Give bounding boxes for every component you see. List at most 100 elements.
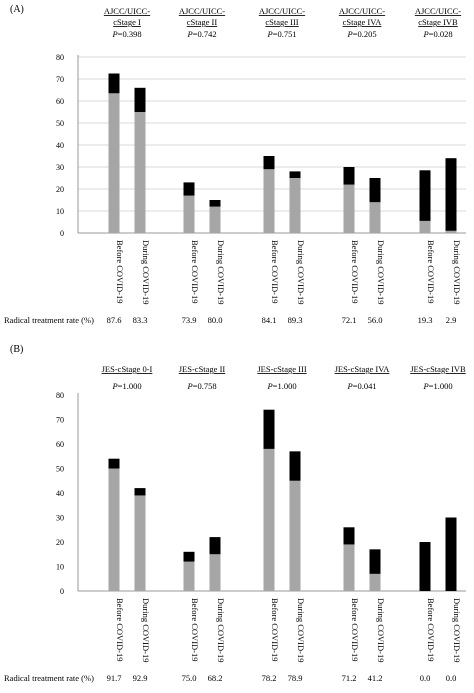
bar-radical — [445, 230, 457, 233]
y-tick-label: 70 — [56, 75, 64, 84]
rate-value: 71.2 — [342, 673, 357, 683]
bar-radical — [209, 206, 221, 233]
group-header-line2: cStage IVB — [418, 17, 458, 27]
p-value-number: 1.000 — [433, 381, 452, 391]
bar-radical — [343, 544, 355, 591]
x-category-label: During COVID-19 — [296, 240, 306, 304]
bar-other — [445, 158, 457, 231]
p-value: P=1.000 — [422, 381, 452, 391]
y-tick-label: 30 — [56, 163, 64, 172]
p-value-number: 0.751 — [277, 29, 296, 39]
p-value-number: 0.028 — [433, 29, 452, 39]
bar-radical — [343, 184, 355, 233]
bar-radical — [369, 202, 381, 233]
bar-other — [183, 551, 195, 562]
rate-value: 0.0 — [420, 673, 431, 683]
x-category-label: During COVID-19 — [376, 598, 386, 662]
rate-value: 19.3 — [418, 315, 433, 325]
bar-radical — [289, 178, 301, 233]
bar-other — [209, 200, 221, 207]
rate-value: 73.9 — [182, 315, 197, 325]
panel-label: (A) — [10, 4, 24, 15]
group-header-line2: cStage IVA — [343, 17, 383, 27]
group-header-line2: cStage II — [187, 17, 218, 27]
rate-value: 41.2 — [368, 673, 383, 683]
bar-other — [419, 170, 431, 221]
y-tick-label: 60 — [56, 97, 64, 106]
x-category-label: During COVID-19 — [141, 598, 151, 662]
y-tick-label: 20 — [56, 538, 64, 547]
bar-other — [369, 178, 381, 203]
bar-other — [134, 87, 146, 112]
bar-other — [209, 537, 221, 555]
y-tick-label: 80 — [56, 53, 64, 62]
p-value-number: 1.000 — [122, 381, 141, 391]
bar-other — [445, 517, 457, 591]
p-value-number: 0.742 — [197, 29, 216, 39]
y-tick-label: 50 — [56, 119, 64, 128]
bar-other — [419, 542, 431, 591]
p-value-number: 0.398 — [122, 29, 141, 39]
chart-panel-b: (B) 0 10 20 30 40 50 60 70 80 JES-cStage 0-I P=1.00… — [4, 344, 466, 683]
chart-panel-a: (A) 0 10 20 30 40 50 60 70 80 AJCC/UICC-cStage I P=… — [4, 4, 466, 325]
group-header: AJCC/UICC- — [339, 6, 385, 16]
y-tick-label: 40 — [56, 141, 64, 150]
y-tick-label: 40 — [56, 489, 64, 498]
p-value: P=0.742 — [186, 29, 216, 39]
x-category-label: During COVID-19 — [452, 240, 462, 304]
group-header: AJCC/UICC- — [259, 6, 305, 16]
bar-other — [183, 182, 195, 196]
x-category-label: Before COVID-19 — [190, 240, 200, 304]
group-header: AJCC/UICC- — [104, 6, 150, 16]
group-header: JES-cStage III — [257, 364, 307, 374]
x-category-label: Before COVID-19 — [270, 598, 280, 662]
bar-radical — [183, 561, 195, 591]
group-header: JES-cStage IVA — [335, 364, 391, 374]
bar-radical — [134, 495, 146, 591]
rate-row-label: Radical treatment rate (%) — [4, 673, 94, 683]
rate-value: 89.3 — [288, 315, 303, 325]
bar-radical — [209, 554, 221, 591]
bar-other — [289, 171, 301, 178]
p-value: P=0.028 — [422, 29, 452, 39]
y-tick-label: 60 — [56, 440, 64, 449]
y-tick-label: 30 — [56, 514, 64, 523]
p-value-number: 0.758 — [197, 381, 216, 391]
y-tick-label: 20 — [56, 185, 64, 194]
bar-other — [108, 73, 120, 94]
x-category-label: During COVID-19 — [296, 598, 306, 662]
panel-label: (B) — [10, 344, 23, 355]
bar-other — [263, 156, 275, 170]
y-tick-label: 70 — [56, 416, 64, 425]
bar-radical — [263, 169, 275, 233]
bar-radical — [183, 195, 195, 233]
bar-other — [263, 409, 275, 449]
x-category-label: Before COVID-19 — [190, 598, 200, 662]
p-value: P=1.000 — [266, 381, 296, 391]
p-value-number: 0.205 — [357, 29, 376, 39]
bar-other — [134, 488, 146, 496]
x-category-label: During COVID-19 — [216, 240, 226, 304]
bar-other — [289, 451, 301, 481]
rate-value: 72.1 — [342, 315, 357, 325]
bar-other — [369, 549, 381, 574]
y-tick-label: 10 — [56, 207, 64, 216]
rate-value: 87.6 — [107, 315, 122, 325]
x-category-label: Before COVID-19 — [426, 240, 436, 304]
x-category-label: Before COVID-19 — [350, 598, 360, 662]
rate-value: 78.2 — [262, 673, 277, 683]
x-category-label: During COVID-19 — [141, 240, 151, 304]
bar-radical — [108, 93, 120, 233]
p-value: P=1.000 — [111, 381, 141, 391]
y-tick-label: 0 — [60, 587, 64, 596]
group-header-line2: cStage I — [113, 17, 141, 27]
rate-value: 92.9 — [133, 673, 148, 683]
p-value: P=0.398 — [111, 29, 141, 39]
bar-other — [108, 458, 120, 469]
p-value: P=0.205 — [346, 29, 376, 39]
x-category-label: Before COVID-19 — [350, 240, 360, 304]
group-header: AJCC/UICC- — [415, 6, 461, 16]
x-category-label: Before COVID-19 — [270, 240, 280, 304]
p-value: P=0.758 — [186, 381, 216, 391]
bar-other — [343, 167, 355, 185]
